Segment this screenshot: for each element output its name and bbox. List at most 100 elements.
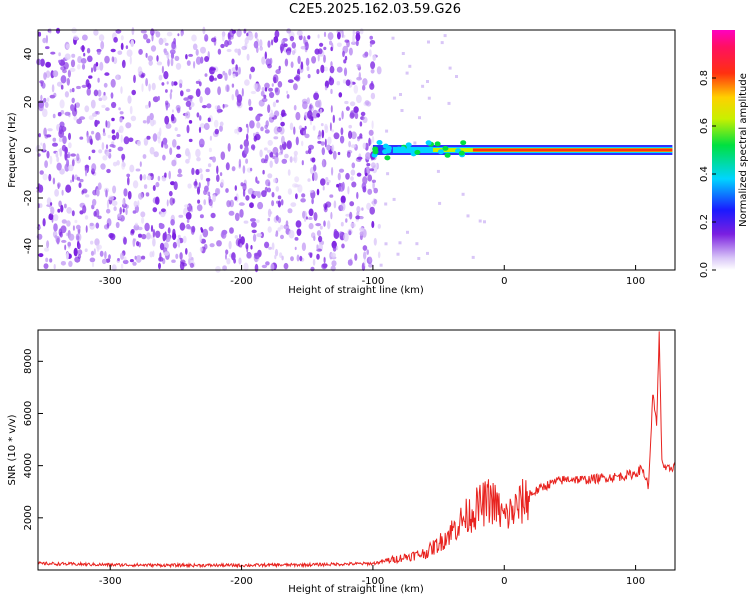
spectrogram-cell [111,141,115,145]
spectrogram-cell [203,122,210,131]
colorbar-tick-label: 0.6 [699,118,710,134]
spectrogram-cell [115,221,120,229]
spectrogram-cell [67,69,71,78]
spectrogram-cell [280,115,283,121]
spectrogram-cell [344,100,349,105]
spectrogram-cell [96,244,102,250]
spectrogram-cell [66,220,71,227]
spectrogram-cell [93,248,96,255]
spectrogram-cell [91,163,97,172]
spectrogram-cell [326,144,331,151]
spectrogram-cell [356,172,362,177]
spectrogram-cell [384,202,388,206]
spectrogram-signal-blob [414,149,421,155]
spectrogram-cell [386,172,390,176]
spectrogram-cell [40,58,45,67]
spectrogram-cell [343,59,347,64]
spectrogram-cell [254,32,258,39]
spectrogram-cell [141,233,147,240]
spectrogram-cell [212,156,216,163]
spectrogram-cell [204,34,209,42]
spectrogram-cell [171,109,174,113]
spectrogram-cell [57,112,62,117]
spectrogram-cell [50,206,55,215]
spectrogram-cell [43,97,47,103]
spectrogram-cell [77,64,81,70]
spectrogram-cell [343,67,348,77]
spectrogram-cell [40,94,43,101]
spectrogram-cell [275,233,278,237]
spectrogram-cell [210,212,216,219]
snr-y-tick-label: 8000 [23,349,34,374]
spectrogram-cell [92,198,97,206]
spectrogram-cell [187,95,194,100]
spectrogram-cell [164,231,167,240]
spectrogram-cell [269,160,273,168]
spectrogram-cell [45,61,51,68]
spectrogram-cell [338,168,345,173]
spectrogram-cell [85,194,90,198]
spectrogram-cell [148,100,151,108]
spectrogram-cell [426,80,429,83]
spectrogram-cell [311,56,317,64]
spectrogram-cell [312,109,319,119]
spectrogram-cell [324,138,327,148]
spectrogram-cell [275,69,281,75]
spectrogram-cell [71,159,75,167]
spectrogram-cell [151,82,156,91]
spectrogram-cell [359,216,364,220]
spectrogram-cell [361,207,364,211]
spectrogram-cell [291,50,296,56]
spectrogram-cell [195,88,201,97]
colorbar-tick-label: 0.4 [699,166,710,182]
spectrogram-cell [162,37,167,43]
spectrogram-cell [123,136,130,145]
spectrogram-cell [350,169,356,176]
spectrogram-cell [120,35,124,41]
spectrogram-cell [198,168,203,174]
spectrogram-cell [294,176,300,183]
spectrogram-cell [328,77,335,86]
spectrogram-cell [113,206,117,212]
spectrogram-cell [66,207,72,214]
spectrogram-cell [142,154,147,159]
spectrogram-cell [204,87,211,96]
spectrogram-cell [51,84,55,93]
spectrogram-cell [271,200,275,207]
spectrogram-cell [68,233,75,241]
spectrogram-cell [174,55,180,62]
spectrogram-cell [166,31,173,37]
spectrogram-cell [356,156,363,160]
spectrogram-cell [182,235,187,244]
spectrogram-cell [280,121,285,127]
spectrogram-cell [40,142,43,146]
spectrogram-cell [66,159,70,168]
spectrogram-cell [418,116,421,120]
spectrogram-cell [91,130,95,135]
spectrogram-cell [130,115,137,122]
spectrogram-cell [68,164,74,172]
spectrogram-cell [272,101,276,108]
spectrogram-cell [76,118,83,125]
spectrogram-cell [199,123,205,129]
spectrogram-cell [256,180,260,184]
spectrogram-cell [379,263,383,267]
spectrogram-cell [274,254,277,260]
spectrogram-cell [173,37,177,45]
spectrogram-cell [185,158,190,164]
spectrogram-cell [330,88,333,95]
spectrogram-cell [52,137,57,142]
spectrogram-cell [217,86,222,96]
spectrogram-cell [330,61,333,68]
spectrogram-cell [209,67,216,71]
spectrogram-cell [97,215,102,220]
spectrogram-cell [60,75,67,84]
spectrogram-cell [144,222,150,232]
spectrogram-cell [351,181,357,188]
spectrogram-cell [252,233,257,242]
snr-y-tick-label: 6000 [23,401,34,426]
spectrogram-cell [168,190,173,197]
spectrogram-cell [96,188,100,197]
spectrogram-cell [70,179,73,183]
spectrogram-cell [186,226,193,230]
